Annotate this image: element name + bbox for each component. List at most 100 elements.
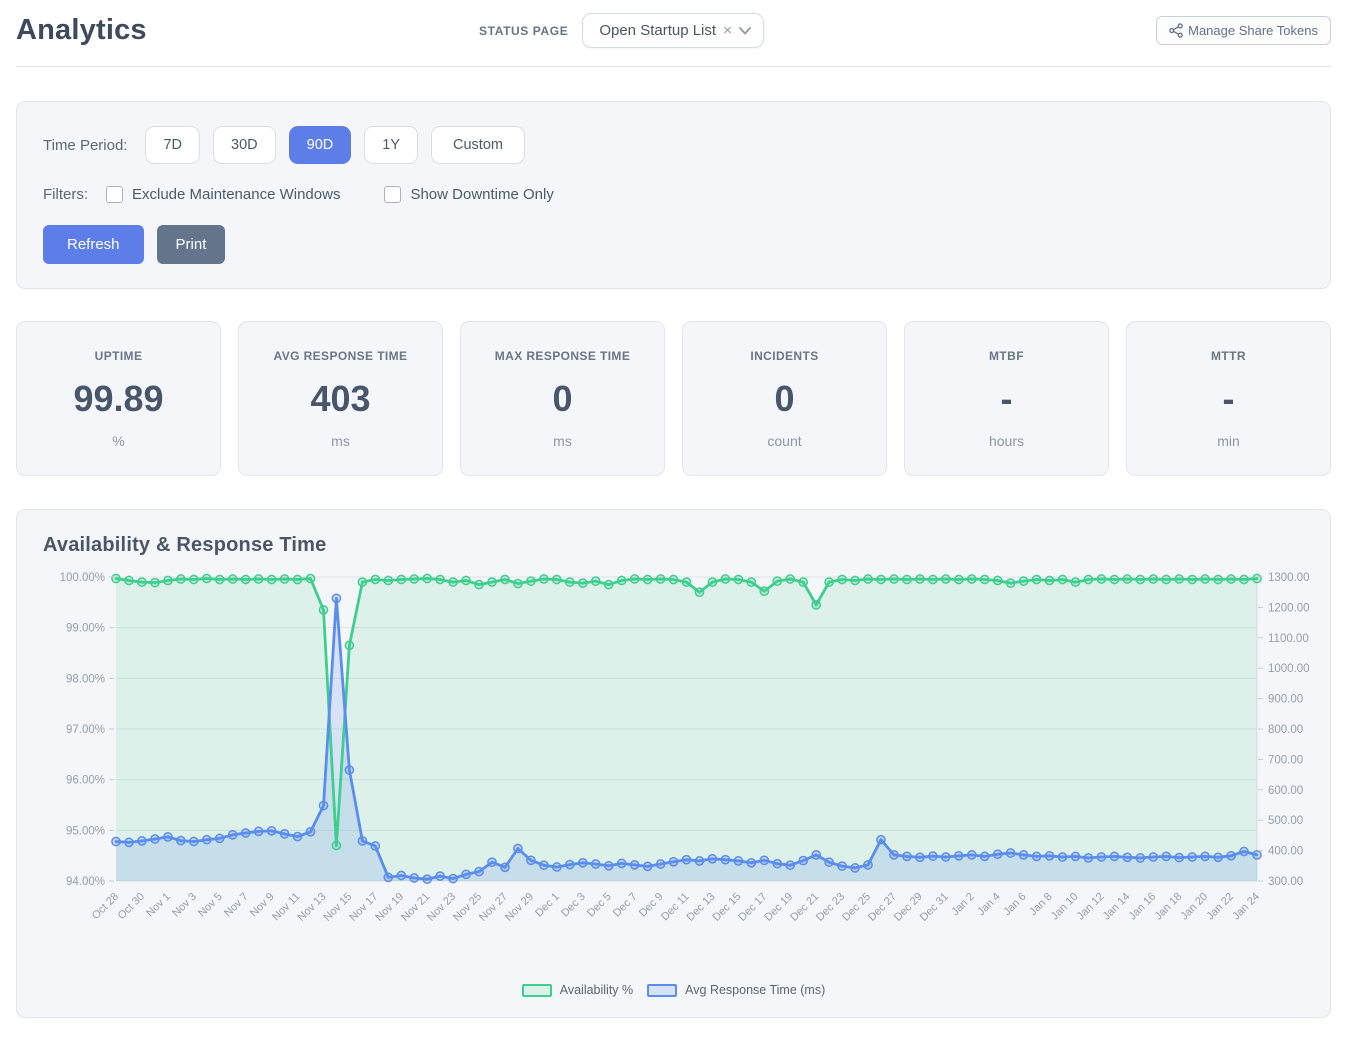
stat-label: INCIDENTS [750, 349, 819, 363]
availability-response-chart: 100.00% 99.00% 98.00% 97.00% 96.00% 95.00% 94.… [60, 572, 1310, 924]
status-page-group: STATUS PAGE Open Startup List × [479, 13, 764, 48]
svg-text:Jan 18: Jan 18 [1152, 891, 1184, 923]
svg-text:1300.00: 1300.00 [1268, 572, 1310, 584]
time-period-90d-button[interactable]: 90D [288, 126, 352, 164]
chevron-down-icon [738, 26, 751, 34]
stat-unit: % [112, 433, 125, 449]
svg-text:Dec 3: Dec 3 [559, 891, 588, 920]
stat-card-max-response: MAX RESPONSE TIME 0 ms [460, 321, 665, 476]
svg-text:Jan 4: Jan 4 [975, 891, 1003, 919]
svg-text:1000.00: 1000.00 [1268, 663, 1310, 675]
svg-text:600.00: 600.00 [1268, 785, 1303, 797]
time-period-30d-button[interactable]: 30D [213, 126, 276, 164]
time-period-custom-button[interactable]: Custom [431, 126, 525, 164]
manage-share-tokens-button[interactable]: Manage Share Tokens [1156, 16, 1331, 45]
time-period-7d-button[interactable]: 7D [145, 126, 201, 164]
svg-text:98.00%: 98.00% [66, 673, 105, 685]
stat-label: AVG RESPONSE TIME [273, 349, 408, 363]
stat-unit: count [767, 433, 802, 449]
svg-text:700.00: 700.00 [1268, 754, 1303, 766]
filters-row: Filters: Exclude Maintenance Windows Sho… [43, 186, 1304, 203]
svg-text:Jan 24: Jan 24 [1230, 891, 1262, 923]
checkbox-unchecked-icon[interactable] [384, 186, 402, 203]
print-button[interactable]: Print [156, 225, 226, 264]
stat-unit: min [1217, 433, 1240, 449]
svg-text:Nov 7: Nov 7 [222, 891, 251, 920]
exclude-maintenance-checkbox-item[interactable]: Exclude Maintenance Windows [106, 186, 340, 203]
svg-text:Nov 3: Nov 3 [170, 891, 199, 920]
svg-text:Jan 2: Jan 2 [949, 891, 977, 919]
svg-text:Jan 22: Jan 22 [1204, 891, 1236, 923]
svg-text:Dec 1: Dec 1 [533, 891, 562, 920]
svg-text:900.00: 900.00 [1268, 694, 1303, 706]
svg-text:Jan 14: Jan 14 [1101, 891, 1133, 923]
checkbox-unchecked-icon[interactable] [106, 186, 123, 203]
clear-selection-icon[interactable]: × [723, 22, 732, 39]
svg-text:Dec 5: Dec 5 [585, 891, 614, 920]
page-title: Analytics [16, 14, 147, 46]
stat-label: MAX RESPONSE TIME [494, 349, 631, 363]
stat-label: MTBF [989, 349, 1024, 363]
chart-title: Availability & Response Time [43, 534, 327, 556]
stat-card-uptime: UPTIME 99.89 % [16, 321, 221, 476]
svg-text:96.00%: 96.00% [66, 775, 105, 787]
chart-panel: Availability & Response Time 100.00% 99.0… [16, 509, 1331, 1018]
svg-text:800.00: 800.00 [1268, 724, 1303, 736]
chart-legend: Availability % Avg Response Time (ms) [31, 983, 1316, 1007]
svg-text:500.00: 500.00 [1268, 815, 1303, 827]
svg-text:400.00: 400.00 [1268, 846, 1303, 858]
svg-text:1200.00: 1200.00 [1268, 602, 1310, 614]
stat-label: MTTR [1211, 349, 1246, 363]
page-header: Analytics STATUS PAGE Open Startup List … [16, 0, 1331, 67]
svg-text:Jan 12: Jan 12 [1075, 891, 1107, 923]
status-page-selected-value: Open Startup List [599, 22, 717, 39]
time-period-row: Time Period: 7D 30D 90D 1Y Custom [43, 126, 1304, 164]
stat-value: 99.89 [73, 378, 164, 419]
stat-unit: hours [988, 433, 1025, 449]
status-page-select[interactable]: Open Startup List × [582, 13, 764, 48]
svg-text:1100.00: 1100.00 [1268, 633, 1309, 645]
manage-share-tokens-label: Manage Share Tokens [1188, 23, 1318, 38]
filters-label: Filters: [43, 186, 88, 203]
stat-unit: ms [331, 433, 350, 449]
legend-item-availability[interactable]: Availability % [521, 983, 634, 997]
stat-value: - [1000, 378, 1013, 419]
actions-row: Refresh Print [43, 225, 1304, 264]
svg-text:Jan 10: Jan 10 [1049, 891, 1081, 923]
svg-text:300.00: 300.00 [1268, 876, 1303, 888]
availability-legend-label: Availability % [559, 983, 634, 997]
stat-value: 0 [774, 378, 795, 419]
svg-text:Dec 31: Dec 31 [918, 891, 951, 924]
stats-row: UPTIME 99.89 % AVG RESPONSE TIME 403 ms … [16, 321, 1331, 476]
svg-text:99.00%: 99.00% [66, 623, 105, 635]
svg-text:Nov 1: Nov 1 [144, 891, 173, 920]
stat-card-avg-response: AVG RESPONSE TIME 403 ms [238, 321, 443, 476]
show-downtime-checkbox-item[interactable]: Show Downtime Only [384, 186, 554, 203]
svg-text:Jan 20: Jan 20 [1178, 891, 1210, 923]
svg-text:Dec 7: Dec 7 [611, 891, 640, 920]
time-period-label: Time Period: [43, 136, 128, 154]
show-downtime-label: Show Downtime Only [410, 186, 554, 203]
stat-unit: ms [553, 433, 572, 449]
svg-text:Nov 29: Nov 29 [503, 891, 536, 924]
stat-value: - [1222, 378, 1235, 419]
svg-text:Oct 28: Oct 28 [90, 891, 121, 922]
svg-text:95.00%: 95.00% [66, 825, 105, 837]
stat-card-mtbf: MTBF - hours [904, 321, 1109, 476]
svg-text:94.00%: 94.00% [66, 876, 105, 888]
response-time-legend-label: Avg Response Time (ms) [685, 983, 826, 997]
stat-value: 0 [552, 378, 573, 419]
filters-panel: Time Period: 7D 30D 90D 1Y Custom Filter… [16, 101, 1331, 289]
refresh-button[interactable]: Refresh [43, 225, 144, 264]
share-icon [1169, 23, 1183, 38]
svg-text:97.00%: 97.00% [66, 724, 105, 736]
svg-text:Nov 5: Nov 5 [196, 891, 225, 920]
exclude-maintenance-label: Exclude Maintenance Windows [132, 186, 341, 203]
stat-value: 403 [310, 378, 371, 419]
svg-text:100.00%: 100.00% [60, 572, 105, 584]
stat-card-mttr: MTTR - min [1126, 321, 1331, 476]
stat-label: UPTIME [94, 349, 143, 363]
svg-text:Jan 6: Jan 6 [1001, 891, 1029, 919]
time-period-1y-button[interactable]: 1Y [364, 126, 418, 164]
